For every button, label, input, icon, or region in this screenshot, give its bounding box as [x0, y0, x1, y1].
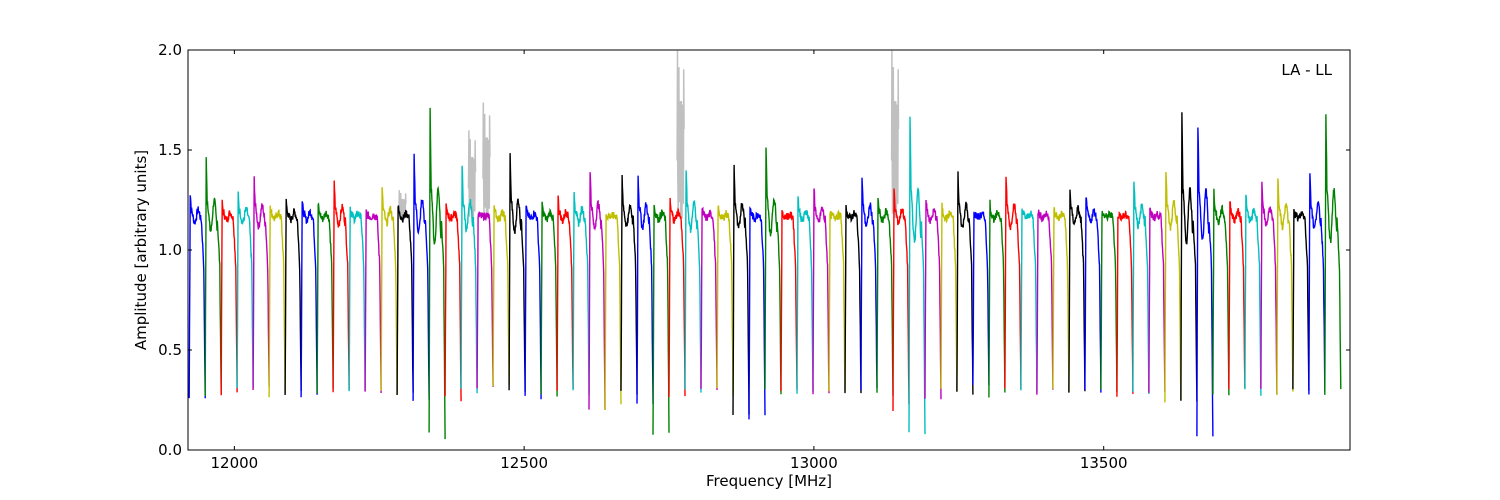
channel-series-line: [1116, 210, 1134, 397]
channel-series-line: [812, 188, 830, 395]
channel-series-line: [1164, 171, 1182, 403]
channel-series-line: [1324, 114, 1342, 395]
channel-series-line: [316, 202, 334, 394]
channel-series-line: [252, 176, 270, 391]
channel-series-line: [876, 197, 894, 396]
channel-series-line: [236, 191, 254, 389]
channel-series-line: [828, 209, 846, 392]
channel-series-line: [220, 199, 238, 396]
channel-series-line: [1036, 209, 1054, 395]
channel-series-line: [1180, 112, 1198, 402]
channel-series-line: [1228, 201, 1246, 390]
channel-series-line: [1020, 208, 1038, 393]
channel-series-line: [924, 199, 942, 400]
channel-series-line: [1244, 194, 1262, 396]
channel-series-line: [748, 206, 766, 420]
y-tick-label: 1.5: [158, 141, 182, 159]
channel-series-line: [428, 107, 446, 440]
channel-series-line: [1068, 189, 1086, 393]
channel-series-line: [908, 116, 926, 435]
channel-series-line: [700, 206, 718, 391]
channel-series-line: [684, 170, 702, 393]
channel-series-line: [444, 203, 462, 402]
channel-series-line: [460, 165, 478, 394]
channel-series-line: [604, 211, 622, 410]
channel-series-line: [716, 205, 734, 396]
channel-series-line: [732, 164, 750, 416]
channel-series-line: [1084, 197, 1102, 393]
channel-series-line: [988, 199, 1006, 398]
channel-series-layer: [188, 107, 1342, 440]
x-tick-label: 13000: [790, 454, 838, 472]
x-axis-label: Frequency [MHz]: [706, 472, 832, 490]
channel-series-line: [860, 177, 878, 391]
channel-series-line: [540, 201, 558, 397]
x-tick-label: 12000: [211, 454, 259, 472]
channel-series-line: [396, 205, 414, 396]
channel-series-line: [588, 172, 606, 410]
channel-series-line: [524, 205, 542, 400]
channel-series-line: [492, 205, 510, 387]
channel-series-line: [844, 204, 862, 394]
x-axis: 12000 12500 13000 13500: [211, 50, 1128, 472]
channel-series-line: [892, 188, 910, 412]
channel-series-line: [476, 211, 494, 389]
channel-series-line: [1052, 207, 1070, 393]
y-tick-label: 0.0: [158, 441, 182, 459]
channel-series-line: [796, 196, 814, 394]
channel-series-line: [556, 195, 574, 391]
channel-series-line: [620, 174, 638, 395]
channel-series-line: [1292, 209, 1310, 391]
channel-series-line: [268, 205, 286, 398]
channel-series-line: [204, 157, 222, 397]
x-tick-label: 12500: [500, 454, 548, 472]
channel-series-line: [956, 171, 974, 395]
channel-series-line: [508, 153, 526, 392]
channel-series-line: [348, 206, 366, 392]
raw-spike-line: [890, 50, 900, 219]
channel-series-line: [780, 210, 798, 392]
channel-series-line: [1196, 127, 1214, 437]
channel-series-line: [380, 187, 398, 395]
y-axis: 0.0 0.5 1.0 1.5 2.0: [158, 41, 1350, 459]
channel-series-line: [1148, 207, 1166, 393]
channel-series-line: [972, 211, 990, 386]
channel-series-line: [1100, 210, 1118, 393]
y-tick-label: 0.5: [158, 341, 182, 359]
y-tick-label: 2.0: [158, 41, 182, 59]
channel-series-line: [1132, 181, 1150, 395]
channel-series-line: [764, 147, 782, 395]
chart-annotation: LA - LL: [1281, 61, 1332, 79]
channel-series-line: [300, 201, 318, 398]
x-tick-label: 13500: [1080, 454, 1128, 472]
channel-series-line: [188, 195, 206, 399]
channel-series-line: [636, 175, 654, 405]
channel-series-line: [1212, 188, 1230, 396]
channel-series-line: [332, 180, 350, 393]
channel-series-line: [1276, 178, 1294, 395]
channel-series-line: [668, 197, 686, 398]
channel-series-line: [412, 153, 430, 401]
y-tick-label: 1.0: [158, 241, 182, 259]
channel-series-line: [572, 191, 590, 396]
channel-series-line: [364, 209, 382, 394]
channel-series-line: [652, 204, 670, 435]
y-axis-label: Amplitude [arbitrary units]: [132, 150, 150, 350]
channel-series-line: [1260, 181, 1278, 395]
channel-series-line: [284, 198, 302, 396]
channel-series-line: [1308, 173, 1326, 395]
channel-series-line: [1004, 176, 1022, 389]
channel-series-line: [940, 202, 958, 392]
